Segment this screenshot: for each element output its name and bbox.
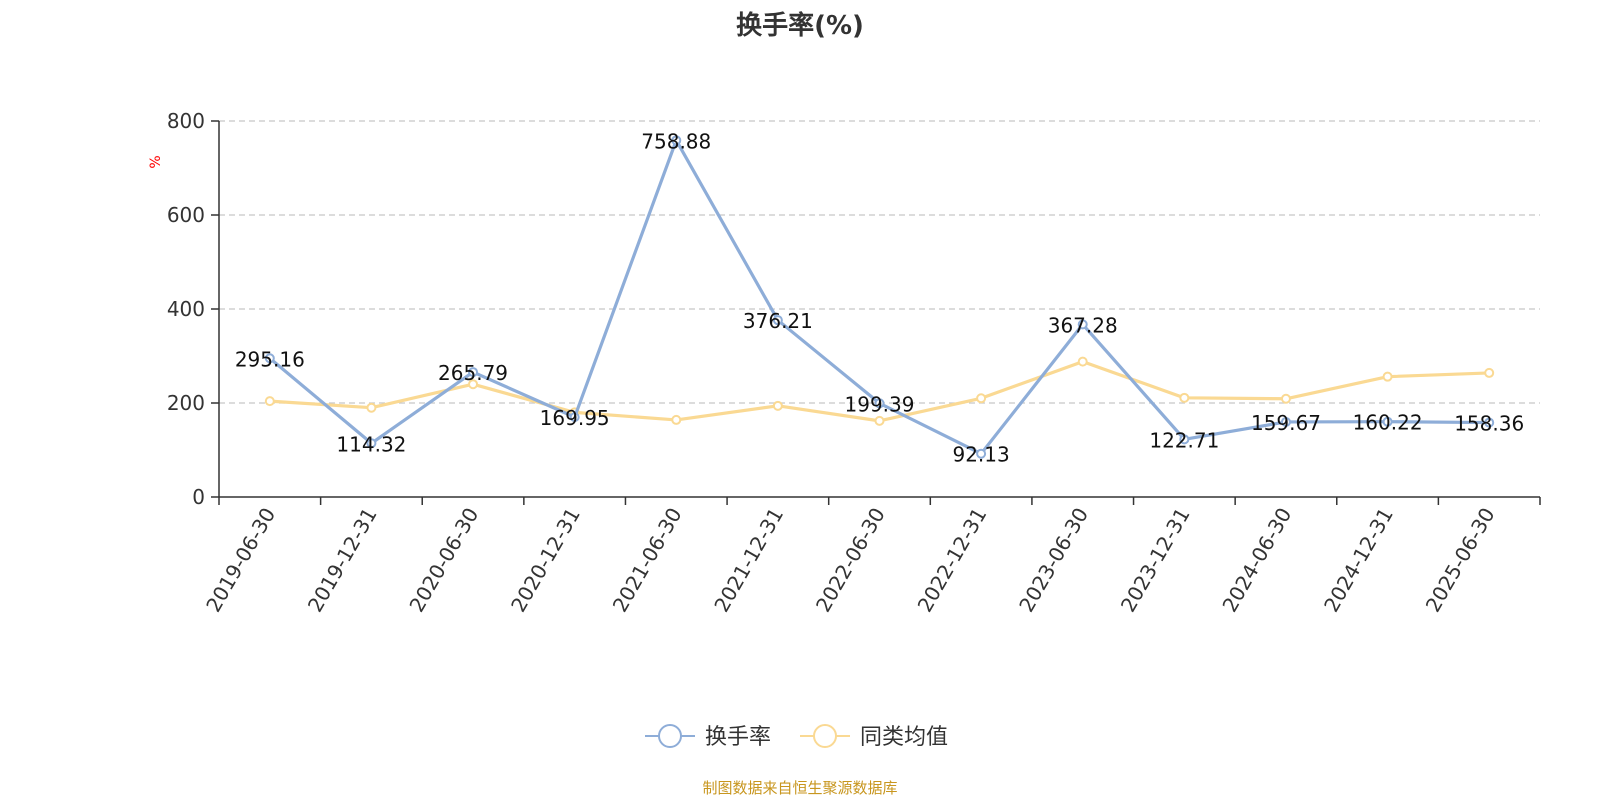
data-label-2: 265.79: [438, 361, 508, 385]
chart-title: 换手率(%): [736, 10, 864, 41]
data-label-6: 199.39: [845, 392, 915, 416]
x-tick-label-2024-06-30: 2024-06-30: [1217, 504, 1296, 617]
x-tick-label-2025-06-30: 2025-06-30: [1421, 504, 1500, 617]
source-note: 制图数据来自恒生聚源数据库: [702, 779, 897, 797]
data-label-3: 169.95: [540, 406, 610, 430]
legend-marker-1: [813, 724, 837, 748]
series-0-point-2: [468, 367, 479, 378]
series-0-point-0: [264, 353, 275, 364]
x-tick-label-2020-06-30: 2020-06-30: [404, 504, 483, 617]
series-0-point-12: [1484, 417, 1495, 428]
series-1-point-1: [366, 402, 377, 413]
series-0-point-10: [1280, 416, 1291, 427]
series-1-point-8: [1077, 356, 1088, 367]
x-tick-label-2021-12-31: 2021-12-31: [709, 504, 788, 617]
x-tick-label-2023-12-31: 2023-12-31: [1116, 504, 1195, 617]
data-label-5: 376.21: [743, 309, 813, 333]
series-0-point-4: [671, 135, 682, 146]
legend: 换手率 同类均值: [645, 724, 948, 750]
series-1-point-9: [1179, 392, 1190, 403]
series-1-point-5: [772, 400, 783, 411]
series-1-point-6: [874, 415, 885, 426]
x-tick-label-2022-12-31: 2022-12-31: [913, 504, 992, 617]
series-0-point-9: [1179, 434, 1190, 445]
data-label-1: 114.32: [336, 432, 406, 456]
x-tick-label-2019-06-30: 2019-06-30: [201, 504, 280, 617]
data-label-10: 159.67: [1251, 411, 1321, 435]
series-0-point-3: [569, 412, 580, 423]
series-1-point-10: [1280, 393, 1291, 404]
series-0-point-11: [1382, 416, 1393, 427]
series-0-point-6: [874, 398, 885, 409]
y-tick-label-400: 400: [167, 297, 205, 321]
series-1-point-4: [671, 414, 682, 425]
series-1-point-12: [1484, 367, 1495, 378]
data-label-11: 160.22: [1353, 411, 1423, 435]
x-axis: 2019-06-30 2019-12-31 2020-06-30 2020-12-31…: [201, 496, 1541, 617]
series-1-point-11: [1382, 371, 1393, 382]
data-label-12: 158.36: [1454, 412, 1524, 436]
data-label-8: 367.28: [1048, 313, 1118, 337]
y-axis: 0 200 400 600 800: [167, 109, 220, 509]
data-label-7: 92.13: [952, 443, 1009, 467]
y-tick-label-800: 800: [167, 109, 205, 133]
series-1-point-2: [468, 379, 479, 390]
series-group: [264, 135, 1495, 459]
grid-lines: [219, 120, 1540, 404]
y-tick-label-600: 600: [167, 203, 205, 227]
legend-label-0: 换手率: [705, 725, 771, 750]
x-tick-label-2019-12-31: 2019-12-31: [303, 504, 382, 617]
y-tick-label-200: 200: [167, 391, 205, 415]
series-1-point-0: [264, 396, 275, 407]
series-1-point-7: [976, 393, 987, 404]
data-label-9: 122.71: [1149, 428, 1219, 452]
data-label-4: 758.88: [641, 129, 711, 153]
x-tick-label-2023-06-30: 2023-06-30: [1014, 504, 1093, 617]
x-tick-label-2022-06-30: 2022-06-30: [811, 504, 890, 617]
x-tick-label-2020-12-31: 2020-12-31: [506, 504, 585, 617]
series-0-point-7: [976, 448, 987, 459]
series-0-point-8: [1077, 319, 1088, 330]
data-label-0: 295.16: [235, 347, 305, 371]
legend-label-1: 同类均值: [860, 725, 948, 750]
legend-marker-0: [658, 724, 682, 748]
x-tick-label-2021-06-30: 2021-06-30: [608, 504, 687, 617]
y-tick-label-0: 0: [192, 485, 205, 509]
series-0-point-1: [366, 438, 377, 449]
y-axis-label: %: [148, 155, 164, 168]
series-0-point-5: [772, 315, 783, 326]
data-labels: 295.16 114.32 265.79 169.95 758.88 376.21 199.…: [235, 129, 1524, 466]
x-tick-label-2024-12-31: 2024-12-31: [1319, 504, 1398, 617]
